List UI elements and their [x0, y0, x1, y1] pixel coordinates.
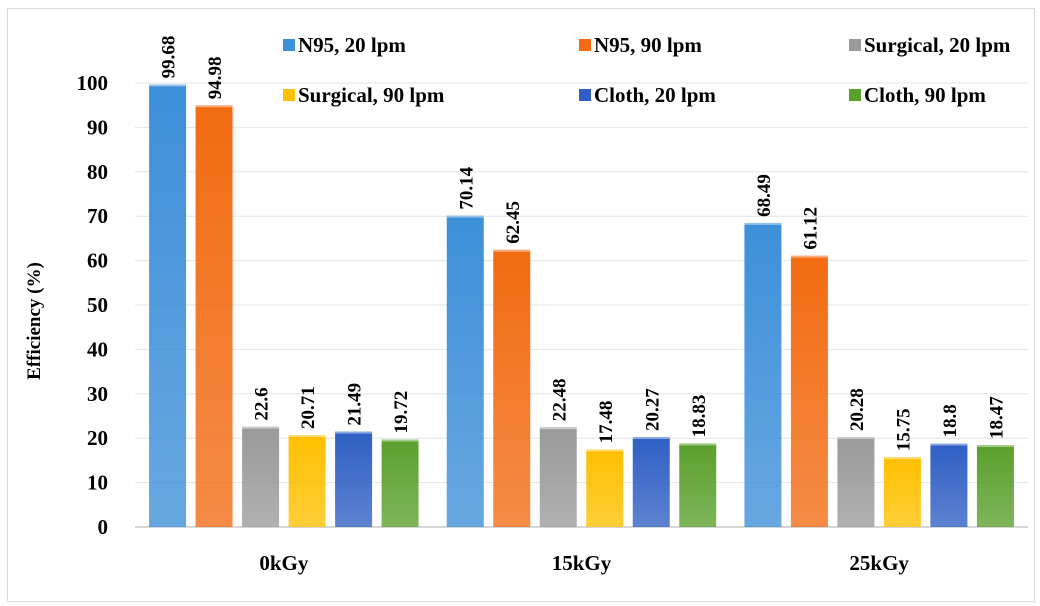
y-tick-label: 0 [98, 515, 109, 539]
data-label: 70.14 [456, 166, 477, 209]
bar [679, 443, 717, 527]
chart-area: 0 10 20 30 40 50 60 70 80 90 100 99.68 94.98 22.6 20.… [7, 8, 1035, 602]
bar [539, 427, 577, 527]
bar [632, 437, 670, 527]
data-label: 18.47 [986, 396, 1007, 439]
legend-label: N95, 20 lpm [298, 33, 406, 57]
legend: N95, 20 lpm N95, 90 lpm Surgical, 20 lpm Su… [283, 33, 1011, 107]
legend-swatch [283, 89, 295, 101]
bar [195, 105, 233, 527]
legend-swatch [579, 39, 591, 51]
data-label: 22.48 [549, 378, 570, 421]
legend-label: Cloth, 90 lpm [864, 83, 986, 107]
y-tick-label: 70 [87, 204, 108, 228]
legend-label: N95, 90 lpm [594, 33, 702, 57]
x-category-label: 15kGy [552, 551, 612, 575]
data-labels: 99.68 94.98 22.6 20.71 21.49 19.72 70.14 62.45 2… [159, 36, 1008, 451]
bar [883, 457, 921, 527]
x-axis-categories: 0kGy 15kGy 25kGy [259, 551, 909, 575]
data-label: 20.27 [642, 388, 663, 431]
y-tick-label: 60 [87, 249, 108, 273]
y-axis-title: Efficiency (%) [24, 262, 45, 380]
y-tick-label: 10 [87, 471, 108, 495]
y-tick-label: 50 [87, 293, 108, 317]
bar [976, 444, 1014, 527]
bar [335, 431, 373, 527]
data-label: 94.98 [205, 57, 226, 100]
bar [288, 435, 326, 527]
data-label: 22.6 [252, 387, 273, 420]
bar [493, 249, 531, 528]
y-axis-ticks: 0 10 20 30 40 50 60 70 80 90 100 [77, 71, 109, 539]
data-label: 21.49 [345, 383, 366, 426]
gridlines [135, 82, 1028, 528]
bar [837, 436, 875, 527]
legend-swatch [283, 39, 295, 51]
data-label: 62.45 [503, 201, 524, 244]
legend-swatch [849, 89, 861, 101]
x-category-label: 25kGy [849, 551, 909, 575]
data-label: 18.83 [689, 395, 710, 438]
y-tick-label: 80 [87, 160, 108, 184]
y-tick-label: 20 [87, 426, 108, 450]
legend-label: Surgical, 20 lpm [864, 33, 1011, 57]
y-tick-label: 30 [87, 382, 108, 406]
bar [242, 426, 280, 527]
bar-chart: 0 10 20 30 40 50 60 70 80 90 100 99.68 94.98 22.6 20.… [24, 33, 1028, 575]
data-label: 17.48 [596, 401, 617, 444]
data-label: 15.75 [893, 408, 914, 451]
data-label: 68.49 [754, 174, 775, 217]
bar [744, 222, 782, 527]
y-tick-label: 40 [87, 337, 108, 361]
legend-swatch [579, 89, 591, 101]
x-category-label: 0kGy [259, 551, 309, 575]
bar [446, 215, 484, 527]
bar [790, 255, 828, 527]
legend-swatch [849, 39, 861, 51]
bar [149, 84, 187, 527]
bar [381, 439, 419, 527]
data-label: 99.68 [159, 36, 180, 79]
data-label: 18.8 [940, 404, 961, 437]
data-label: 20.28 [847, 388, 868, 431]
data-label: 19.72 [391, 391, 412, 434]
y-tick-label: 90 [87, 115, 108, 139]
bars [149, 84, 1014, 528]
data-label: 20.71 [298, 386, 319, 429]
y-tick-label: 100 [77, 71, 109, 95]
data-label: 61.12 [800, 207, 821, 250]
legend-label: Surgical, 90 lpm [298, 83, 445, 107]
legend-label: Cloth, 20 lpm [594, 83, 716, 107]
bar [586, 449, 624, 527]
bar [930, 443, 968, 527]
